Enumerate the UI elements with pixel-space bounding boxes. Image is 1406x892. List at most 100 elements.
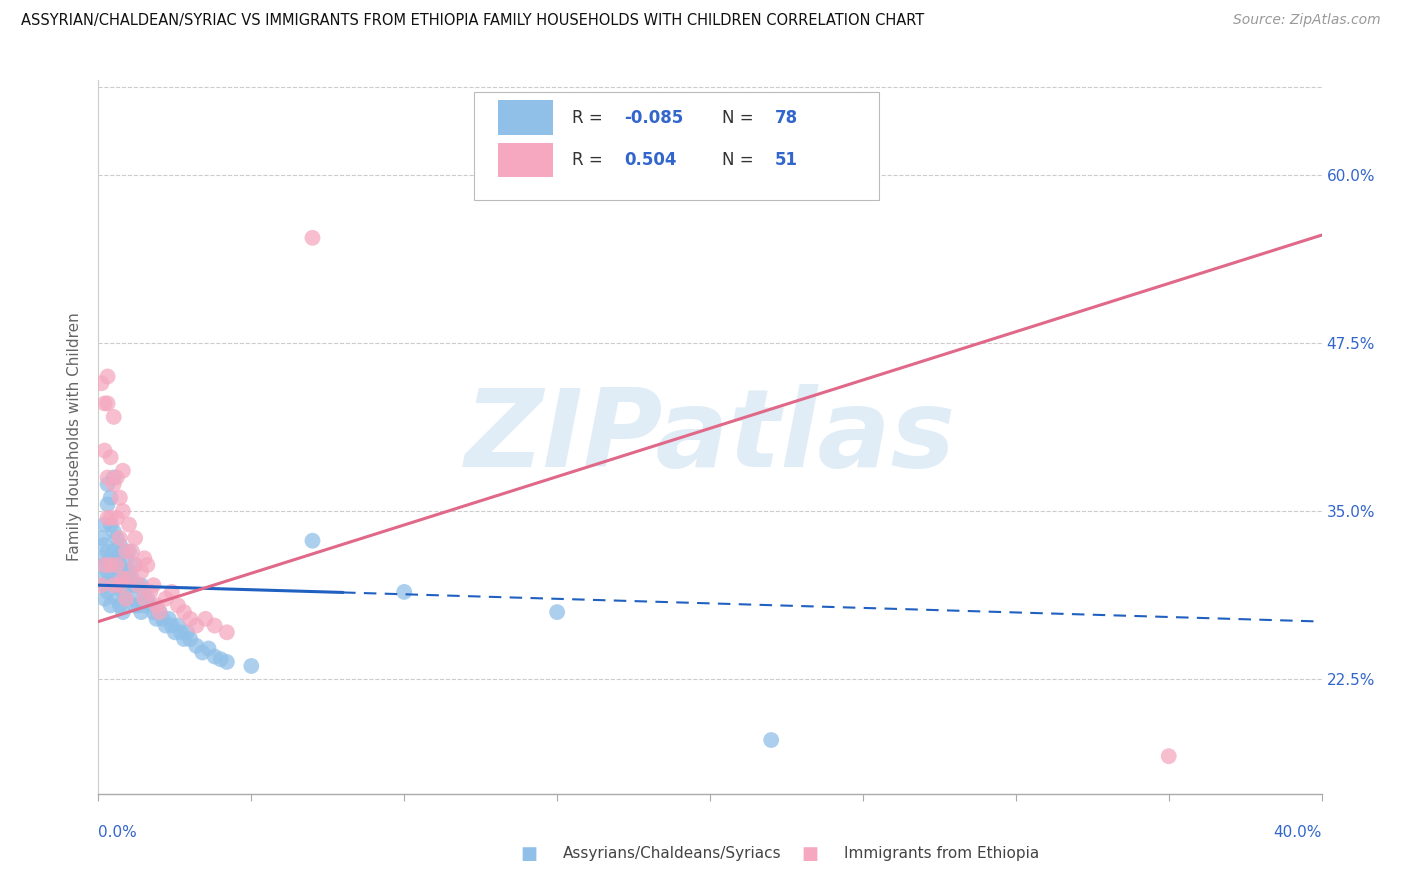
Point [100, 450, 122, 465]
Point [97, 585, 120, 599]
Point [124, 558, 146, 572]
Point [134, 591, 156, 606]
Point [90, 531, 112, 545]
Point [90, 376, 112, 391]
Point [111, 585, 134, 599]
Point [129, 605, 152, 619]
Point [103, 524, 125, 539]
Point [100, 558, 122, 572]
Point [759, 733, 782, 747]
Point [118, 544, 141, 558]
Point [90, 551, 112, 566]
Text: 0.0%: 0.0% [98, 825, 138, 840]
Bar [498, 143, 554, 178]
Point [93, 578, 115, 592]
Point [134, 551, 156, 566]
Point [301, 533, 323, 548]
Text: 51: 51 [775, 151, 797, 169]
Point [111, 544, 134, 558]
Text: -0.085: -0.085 [624, 109, 683, 127]
Point [100, 599, 122, 613]
Point [149, 605, 172, 619]
Point [105, 551, 128, 566]
Point [118, 517, 141, 532]
Point [97, 544, 120, 558]
Text: ZIPatlas: ZIPatlas [464, 384, 956, 490]
Y-axis label: Family Households with Children: Family Households with Children [67, 313, 83, 561]
Text: 78: 78 [775, 109, 799, 127]
Point [157, 612, 180, 626]
Point [90, 571, 112, 585]
Point [105, 511, 128, 525]
Point [105, 558, 128, 572]
Point [100, 511, 122, 525]
Point [124, 558, 146, 572]
Point [179, 612, 201, 626]
Text: R =: R = [572, 109, 607, 127]
Point [108, 491, 131, 505]
Point [93, 558, 115, 572]
Point [93, 591, 115, 606]
Point [176, 625, 198, 640]
Point [100, 517, 122, 532]
Point [105, 571, 128, 585]
Point [145, 612, 167, 626]
Point [173, 632, 195, 646]
Point [115, 591, 138, 606]
Point [167, 599, 190, 613]
Point [215, 655, 238, 669]
Point [139, 599, 162, 613]
Point [93, 517, 115, 532]
Point [121, 544, 143, 558]
Point [173, 605, 195, 619]
Point [103, 578, 125, 592]
Text: Immigrants from Ethiopia: Immigrants from Ethiopia [844, 847, 1039, 861]
Point [103, 544, 125, 558]
Bar [498, 101, 554, 135]
Point [215, 625, 238, 640]
Point [124, 599, 146, 613]
Point [100, 571, 122, 585]
Point [108, 578, 131, 592]
Text: ■: ■ [520, 845, 537, 863]
Text: 40.0%: 40.0% [1274, 825, 1322, 840]
Point [301, 231, 323, 245]
Point [240, 659, 263, 673]
Text: N =: N = [723, 109, 759, 127]
Point [93, 443, 115, 458]
FancyBboxPatch shape [474, 93, 879, 200]
Point [105, 591, 128, 606]
Point [170, 625, 193, 640]
Point [97, 396, 120, 410]
Point [124, 578, 146, 592]
Point [204, 618, 226, 632]
Point [191, 646, 214, 660]
Point [136, 591, 159, 606]
Point [127, 578, 149, 592]
Point [127, 599, 149, 613]
Point [103, 409, 125, 424]
Point [115, 571, 138, 585]
Point [194, 612, 217, 626]
Point [155, 591, 177, 606]
Point [108, 558, 131, 572]
Point [111, 504, 134, 518]
Point [160, 585, 183, 599]
Point [209, 652, 232, 666]
Text: Assyrians/Chaldeans/Syriacs: Assyrians/Chaldeans/Syriacs [562, 847, 780, 861]
Point [111, 571, 134, 585]
Point [90, 578, 112, 592]
Point [1157, 749, 1180, 764]
Point [392, 585, 416, 599]
Point [145, 599, 167, 613]
Point [160, 618, 183, 632]
Point [97, 477, 120, 491]
Point [152, 612, 174, 626]
Point [108, 531, 131, 545]
Point [111, 464, 134, 478]
Point [127, 578, 149, 592]
Point [118, 578, 141, 592]
Point [129, 578, 152, 592]
Point [93, 538, 115, 552]
Point [115, 551, 138, 566]
